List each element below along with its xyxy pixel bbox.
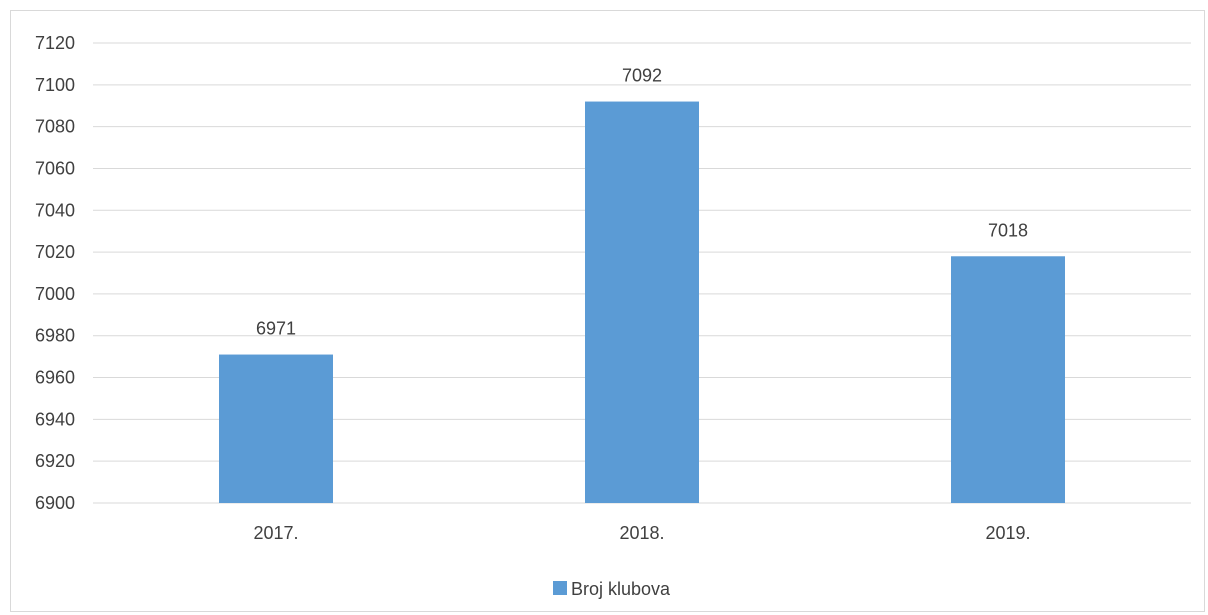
y-tick-label: 7040 — [35, 200, 75, 220]
y-tick-label: 7120 — [35, 33, 75, 53]
bar-2019 — [951, 256, 1065, 503]
x-tick-label: 2017. — [253, 523, 298, 543]
legend-swatch — [553, 581, 567, 595]
bars — [219, 101, 1065, 503]
x-tick-label: 2018. — [619, 523, 664, 543]
y-tick-label: 7020 — [35, 242, 75, 262]
data-label: 6971 — [256, 319, 296, 339]
x-axis-ticks: 2017. 2018. 2019. — [253, 523, 1030, 543]
bar-chart: 6900 6920 6940 6960 6980 7000 7020 7040 7060 7080… — [35, 33, 1191, 599]
y-tick-label: 7000 — [35, 284, 75, 304]
data-labels: 6971 7092 7018 — [256, 66, 1028, 339]
y-axis-ticks: 6900 6920 6940 6960 6980 7000 7020 7040 7060 7080… — [35, 33, 75, 513]
legend: Broj klubova — [553, 579, 671, 599]
data-label: 7092 — [622, 66, 662, 86]
y-tick-label: 6900 — [35, 493, 75, 513]
bar-2018 — [585, 101, 699, 503]
y-tick-label: 6920 — [35, 451, 75, 471]
y-tick-label: 7060 — [35, 158, 75, 178]
y-tick-label: 6980 — [35, 326, 75, 346]
chart-frame: 6900 6920 6940 6960 6980 7000 7020 7040 7060 7080… — [10, 10, 1205, 612]
x-tick-label: 2019. — [985, 523, 1030, 543]
bar-2017 — [219, 354, 333, 503]
y-tick-label: 7080 — [35, 117, 75, 137]
legend-label: Broj klubova — [571, 579, 671, 599]
y-tick-label: 7100 — [35, 75, 75, 95]
data-label: 7018 — [988, 220, 1028, 240]
y-tick-label: 6940 — [35, 409, 75, 429]
y-tick-label: 6960 — [35, 368, 75, 388]
